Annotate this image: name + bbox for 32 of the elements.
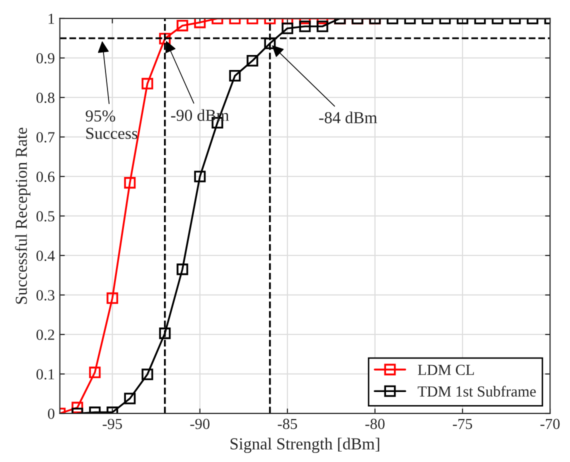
- point: [159, 328, 171, 340]
- x-tick-label: -90: [190, 418, 210, 430]
- point: [106, 292, 118, 304]
- legend-label: LDM CL: [418, 364, 474, 376]
- point: [124, 392, 136, 404]
- y-tick-label: 0.9: [36, 53, 54, 64]
- point: [142, 368, 154, 380]
- point: [176, 264, 188, 276]
- y-tick-label: 0.5: [36, 211, 54, 222]
- annotation: 95% Success: [86, 110, 138, 140]
- x-tick-label: -85: [278, 418, 298, 430]
- y-tick-label: 0.4: [36, 250, 55, 262]
- y-tick-label: 1: [48, 14, 54, 24]
- x-tick-label: -95: [102, 418, 122, 430]
- y-tick-label: 0.6: [36, 172, 55, 182]
- legend-label: TDM 1st Subframe: [418, 386, 536, 397]
- y-axis-title: Successful Reception Rate: [15, 128, 30, 304]
- x-tick-label: -80: [365, 418, 385, 430]
- y-tick-label: 0.3: [36, 290, 54, 301]
- point: [89, 366, 101, 378]
- x-tick-label: -70: [540, 418, 560, 430]
- x-axis-title: Signal Strength [dBm]: [230, 438, 380, 453]
- point: [194, 170, 206, 182]
- y-tick-label: 0.8: [36, 92, 54, 103]
- y-tick-label: 0: [48, 408, 54, 419]
- annotation: -84 dBm: [319, 112, 378, 124]
- y-tick-label: 0.7: [36, 132, 55, 142]
- point: [72, 402, 84, 414]
- point: [124, 177, 136, 189]
- y-tick-label: 0.2: [36, 330, 54, 340]
- x-tick-label: -75: [452, 418, 472, 430]
- y-tick-label: 0.1: [36, 369, 54, 380]
